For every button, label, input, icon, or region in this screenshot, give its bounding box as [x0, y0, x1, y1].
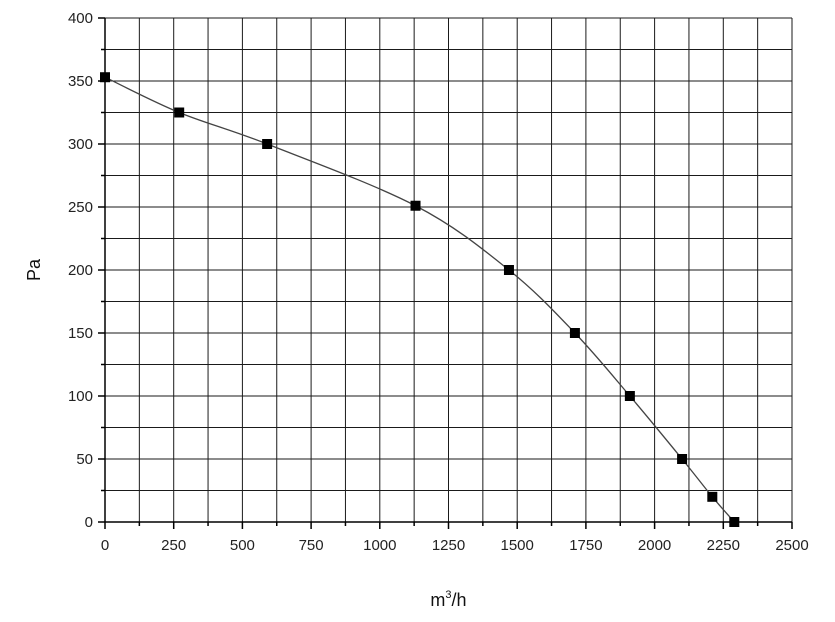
data-point-marker — [503, 265, 514, 275]
data-point-marker — [262, 139, 273, 149]
x-tick-label: 1500 — [501, 537, 534, 554]
y-axis-title: Pa — [24, 258, 44, 281]
y-tick-label: 0 — [85, 514, 93, 531]
x-tick-label: 0 — [101, 537, 109, 554]
series — [100, 72, 740, 527]
x-tick-label: 1250 — [432, 537, 465, 554]
data-point-marker — [729, 517, 740, 527]
x-tick-label: 1750 — [569, 537, 602, 554]
y-tick-label: 350 — [68, 73, 93, 90]
x-tick-label: 2000 — [638, 537, 671, 554]
x-axis-title-unit: m — [430, 590, 445, 610]
ticks: 0 250 500 750 1000 1250 1500 1750 2000 2250 2500 0 5… — [68, 10, 809, 554]
y-tick-label: 250 — [68, 199, 93, 216]
x-tick-label: 250 — [161, 537, 186, 554]
x-tick-label: 2500 — [775, 537, 808, 554]
data-point-marker — [410, 200, 421, 211]
data-point-marker — [624, 391, 635, 401]
x-tick-label: 2250 — [707, 537, 740, 554]
y-tick-label: 100 — [68, 388, 93, 405]
y-tick-label: 50 — [76, 451, 93, 468]
data-point-marker — [174, 107, 185, 118]
y-tick-label: 300 — [68, 136, 93, 153]
data-point-marker — [677, 454, 688, 464]
x-tick-label: 750 — [299, 537, 324, 554]
grid — [105, 17, 793, 522]
y-tick-label: 150 — [68, 325, 93, 342]
data-point-marker — [569, 328, 580, 338]
data-point-marker — [707, 491, 718, 502]
y-tick-label: 400 — [68, 10, 93, 27]
x-axis-title: m3/h — [430, 589, 466, 610]
series-line — [104, 76, 735, 523]
x-tick-label: 500 — [230, 537, 255, 554]
x-tick-label: 1000 — [363, 537, 396, 554]
x-axis-title-suffix: /h — [452, 590, 467, 610]
y-tick-label: 200 — [68, 262, 93, 279]
data-point-marker — [100, 72, 110, 83]
x-axis-title-superscript: 3 — [445, 589, 451, 601]
